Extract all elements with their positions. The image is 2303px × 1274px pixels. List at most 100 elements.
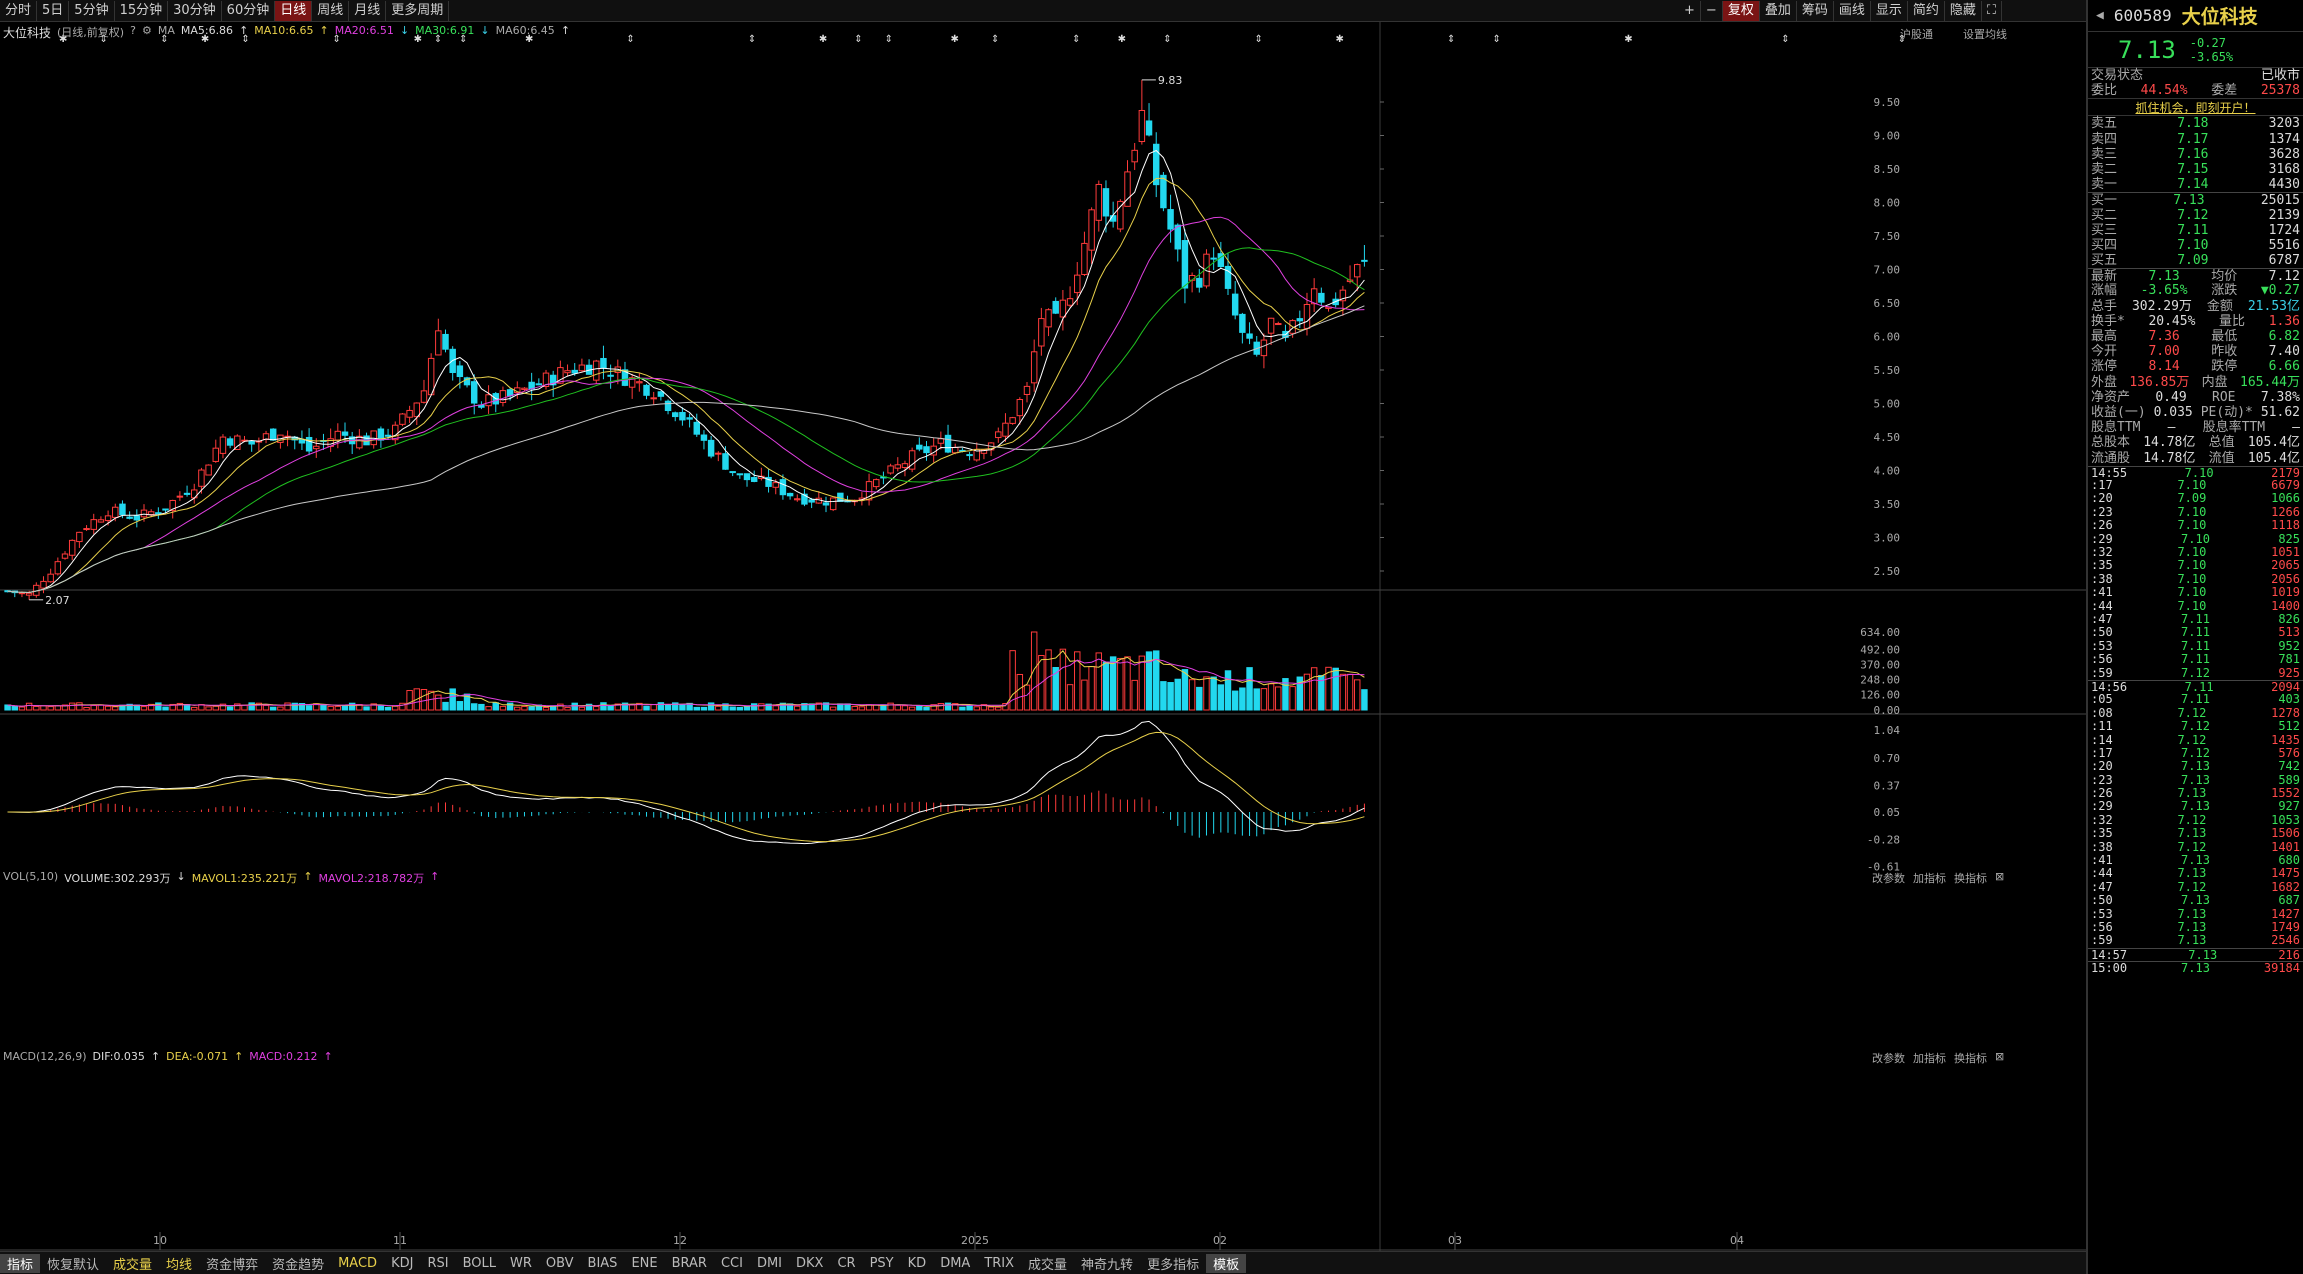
tab-8[interactable]: 月线 [349, 0, 387, 21]
kline-chart-area[interactable]: 9.50 9.00 8.50 8.00 7.50 7.00 6.50 6.00 5.50 5.00… [0, 22, 2086, 1251]
toolbar-btn-5[interactable]: 简约 [1908, 1, 1945, 21]
signal-marker-6: ✱ [201, 34, 209, 45]
tick-row-1: :17 7.10 6679 [2088, 478, 2303, 492]
vol-bar-187 [1346, 673, 1354, 711]
tab-3[interactable]: 15分钟 [115, 0, 169, 21]
stat-row-12-c3: 105.4亿 [2247, 450, 2300, 466]
macd-add-indicator[interactable]: 加指标 [1913, 1052, 1946, 1065]
tick-row-18-c0: :08 [2091, 705, 2113, 720]
indicator-4[interactable]: 资金博弈 [206, 1257, 259, 1273]
indicator-14[interactable]: BRAR [671, 1255, 707, 1271]
vol-close-icon[interactable]: ⊠ [1995, 870, 2005, 883]
indicator-1[interactable]: 恢复默认 [47, 1257, 100, 1273]
stat-row-10-c3: — [2292, 420, 2300, 436]
help-icon[interactable]: ? [130, 24, 136, 37]
toolbar-btn-3[interactable]: 画线 [1834, 1, 1871, 21]
vol-edit-params[interactable]: 改参数 [1872, 872, 1905, 885]
toolbar-btn-4[interactable]: 显示 [1871, 1, 1908, 21]
signal-marker-0: ✱ [59, 34, 67, 45]
vol-bar-96 [693, 706, 700, 711]
indicator-9[interactable]: BOLL [462, 1255, 496, 1271]
price-tick-5: 7.00 [1874, 264, 1901, 277]
vol-bar-176 [1267, 683, 1275, 711]
vol-bar-25 [183, 704, 191, 711]
indicator-11[interactable]: OBV [545, 1255, 574, 1271]
tab-5[interactable]: 60分钟 [222, 0, 276, 21]
candle-body-132 [951, 446, 959, 454]
vol-bar-99 [715, 705, 722, 711]
tab-1[interactable]: 5日 [37, 0, 70, 21]
tab-9[interactable]: 更多周期 [386, 0, 450, 21]
indicator-13[interactable]: ENE [631, 1255, 658, 1271]
indicator-19[interactable]: PSY [869, 1255, 894, 1271]
macd-close-icon[interactable]: ⊠ [1995, 1050, 2005, 1063]
indicator-16[interactable]: DMI [756, 1255, 783, 1271]
tab-7[interactable]: 周线 [312, 0, 350, 21]
indicator-12[interactable]: BIAS [587, 1255, 618, 1271]
kline-svg[interactable]: 9.50 9.00 8.50 8.00 7.50 7.00 6.50 6.00 5.50 5.00… [0, 22, 2086, 1251]
stat-row-4-c3: 6.82 [2268, 329, 2300, 344]
vol-add-indicator[interactable]: 加指标 [1913, 872, 1946, 885]
indicator-8[interactable]: RSI [427, 1255, 449, 1271]
macd-switch-indicator[interactable]: 换指标 [1954, 1052, 1987, 1065]
indicator-3[interactable]: 均线 [166, 1257, 193, 1273]
stat-row-2-c3: 21.53亿 [2247, 298, 2300, 314]
tick-row-9-c2: 1019 [2271, 585, 2300, 600]
set-ma-link[interactable]: 设置均线 [1963, 28, 2007, 41]
toolbar-btn-1[interactable]: 叠加 [1760, 1, 1797, 21]
indicator-6[interactable]: MACD [338, 1255, 378, 1271]
tick-row-13-c2: 952 [2278, 638, 2300, 653]
stat-row-0-c3: 7.12 [2268, 269, 2300, 285]
indicator-20[interactable]: KD [907, 1255, 927, 1271]
tick-row-22-c0: :20 [2091, 759, 2113, 774]
promo-banner[interactable]: 抓住机会，即刻开户！ [2088, 98, 2303, 117]
hsgt-link[interactable]: 沪股通 [1900, 28, 1933, 41]
vol-bar-88 [636, 702, 643, 711]
tab-4[interactable]: 30分钟 [168, 0, 222, 21]
tab-2[interactable]: 5分钟 [69, 0, 115, 21]
prev-stock-icon[interactable]: ◀ [2096, 8, 2104, 23]
candle-body-152 [1095, 183, 1103, 221]
vol-bar-179 [1289, 686, 1296, 711]
indicator-2[interactable]: 成交量 [113, 1257, 153, 1273]
indicator-5[interactable]: 资金趋势 [272, 1257, 325, 1273]
tab-6[interactable]: 日线 [275, 0, 313, 21]
tick-row-28-c1: 7.12 [2177, 839, 2207, 854]
indicator-22[interactable]: TRIX [984, 1255, 1015, 1271]
tab-0[interactable]: 分时 [0, 0, 38, 21]
vol-bar-39 [284, 702, 291, 711]
indicator-15[interactable]: CCI [720, 1255, 743, 1271]
tick-row-2-c0: :20 [2091, 491, 2113, 506]
toolbar-btn-2[interactable]: 筹码 [1797, 1, 1834, 21]
vol-switch-indicator[interactable]: 换指标 [1954, 872, 1987, 885]
toolbar-btn-6[interactable]: 隐藏 [1945, 1, 1982, 21]
tick-row-33: :53 7.13 1427 [2088, 907, 2303, 921]
indicator-21[interactable]: DMA [940, 1255, 971, 1271]
tick-row-25: :29 7.13 927 [2088, 800, 2303, 814]
zoom-out-icon[interactable]: − [1701, 1, 1723, 21]
gear-icon[interactable]: ⚙ [141, 24, 152, 37]
tick-row-31-c1: 7.12 [2177, 879, 2207, 894]
indicator-0[interactable]: 指标 [0, 1253, 41, 1273]
tick-row-36: 14:57 7.13 216 [2088, 947, 2303, 962]
fullscreen-icon[interactable]: ⛶ [1982, 1, 2003, 21]
vol-bar-125 [901, 705, 909, 711]
indicator-23[interactable]: 成交量 [1028, 1257, 1068, 1273]
indicator-25[interactable]: 更多指标 [1147, 1257, 1200, 1273]
signal-marker-20: ⇕ [626, 34, 634, 45]
candle-body-97 [700, 434, 708, 441]
indicator-7[interactable]: KDJ [391, 1255, 414, 1271]
indicator-17[interactable]: DKX [796, 1255, 824, 1271]
vol-bar-168 [1210, 676, 1217, 711]
tick-row-7-c1: 7.10 [2177, 558, 2207, 573]
toolbar-btn-0[interactable]: 复权 [1722, 1, 1760, 21]
indicator-26[interactable]: 模板 [1206, 1253, 1247, 1273]
indicator-10[interactable]: WR [509, 1255, 532, 1271]
macd-edit-params[interactable]: 改参数 [1872, 1052, 1905, 1065]
indicator-18[interactable]: CR [837, 1255, 856, 1271]
vol-bar-50 [363, 706, 370, 711]
vol-bar-82 [593, 706, 600, 711]
zoom-in-icon[interactable]: + [1679, 1, 1701, 21]
indicator-24[interactable]: 神奇九转 [1081, 1257, 1134, 1273]
macd-pane: 1.04 0.70 0.37 0.05 -0.28 -0.61 [7, 720, 1900, 874]
